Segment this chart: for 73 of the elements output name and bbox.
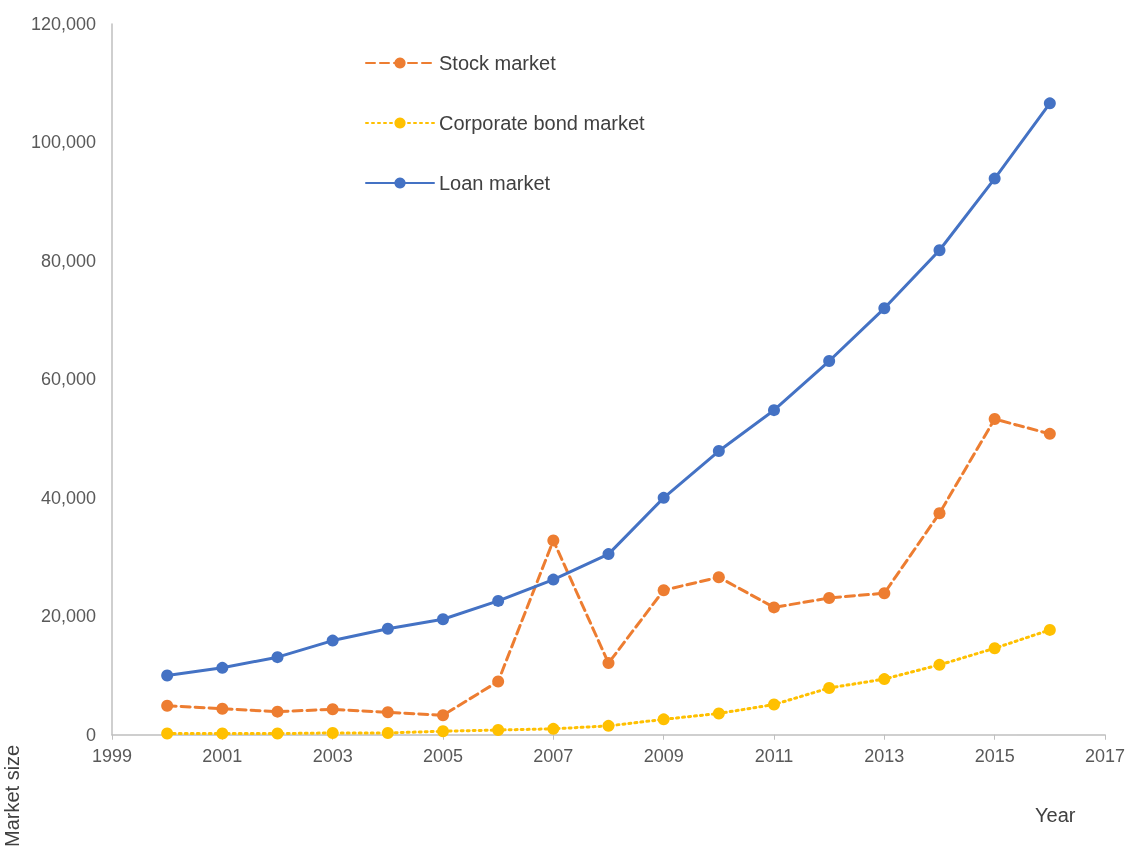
point — [1043, 623, 1056, 636]
point — [326, 726, 339, 739]
point — [878, 302, 891, 315]
point — [768, 404, 780, 417]
point — [437, 709, 449, 722]
point — [988, 642, 1001, 655]
point — [657, 584, 670, 597]
point — [878, 587, 891, 600]
legend-label: Corporate bond market — [439, 112, 646, 134]
y-tick-label: 20,000 — [40, 606, 96, 627]
point — [712, 445, 725, 458]
point — [271, 651, 284, 664]
y-tick-label: 60,000 — [40, 369, 96, 390]
y-tick-label: 100,000 — [30, 132, 96, 153]
point — [657, 491, 670, 504]
y-tick-label: 40,000 — [40, 487, 96, 508]
point — [933, 244, 946, 257]
point — [1043, 427, 1056, 440]
x-tick-label: 1999 — [91, 745, 133, 766]
point — [161, 699, 174, 712]
x-axis-title: Year — [1035, 803, 1076, 826]
point — [823, 355, 836, 368]
y-tick-label: 0 — [85, 724, 96, 745]
point — [988, 413, 1001, 426]
point — [492, 675, 505, 688]
point — [437, 613, 449, 626]
x-tick-label: 2013 — [864, 745, 905, 766]
point — [161, 727, 174, 740]
point — [547, 534, 560, 547]
point — [381, 726, 394, 739]
point — [933, 507, 946, 520]
point — [271, 705, 284, 718]
point — [712, 707, 725, 720]
x-tick-label: 2007 — [533, 745, 574, 766]
y-tick-label: 120,000 — [30, 14, 96, 34]
point — [878, 673, 891, 686]
point — [381, 706, 394, 719]
point — [326, 634, 339, 647]
point — [712, 571, 725, 584]
point — [547, 722, 560, 735]
point — [988, 172, 1001, 185]
point — [602, 657, 615, 670]
point — [492, 594, 505, 607]
point — [492, 724, 505, 737]
x-tick-label: 2003 — [312, 745, 353, 766]
point — [437, 725, 449, 738]
point — [602, 719, 615, 732]
point — [768, 601, 780, 614]
x-tick-label: 2001 — [202, 745, 243, 766]
point — [216, 727, 229, 740]
point — [1043, 97, 1056, 110]
point — [602, 548, 615, 561]
point — [823, 591, 836, 604]
point — [216, 702, 229, 715]
point — [381, 622, 394, 635]
x-tick-label: 2005 — [422, 745, 464, 766]
point — [933, 658, 946, 671]
x-tick-label: 2011 — [754, 745, 794, 766]
point — [823, 681, 836, 694]
legend-label: Loan market — [439, 172, 551, 194]
x-tick-label: 2015 — [974, 745, 1015, 766]
point — [161, 669, 174, 682]
y-axis-title: Market size — [1, 744, 23, 847]
point — [216, 661, 229, 674]
x-tick-label: 2009 — [643, 745, 684, 766]
x-tick-label: 2017 — [1084, 745, 1126, 766]
y-tick-label: 80,000 — [40, 250, 96, 271]
point — [547, 573, 560, 586]
legend-label: Stock market — [439, 52, 557, 74]
point — [326, 703, 339, 716]
point — [768, 698, 780, 711]
point — [271, 727, 284, 740]
point — [657, 713, 670, 726]
